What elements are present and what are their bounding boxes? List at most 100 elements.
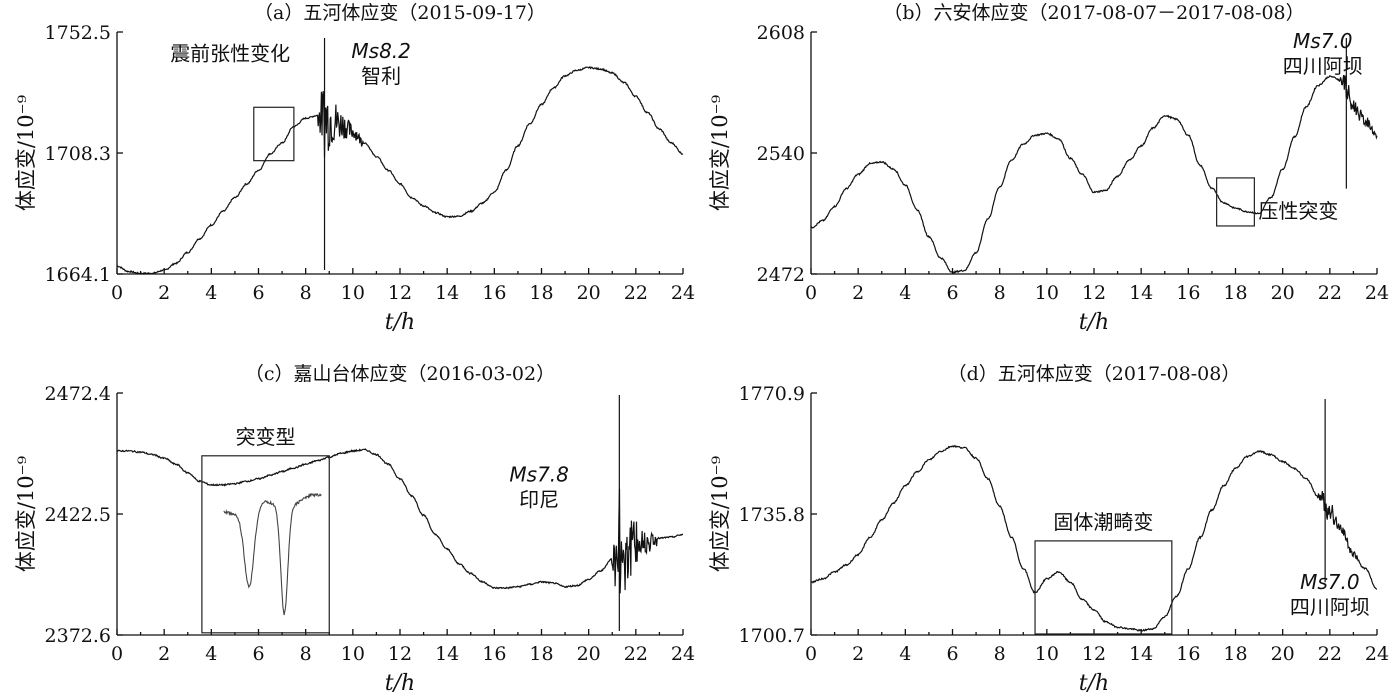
x-axis-label: t/h: [385, 310, 415, 335]
y-tick-label: 1700.7: [739, 625, 805, 647]
x-tick-label: 24: [671, 643, 695, 665]
x-axis-label: t/h: [385, 671, 415, 696]
series-line-d: [810, 444, 1378, 632]
x-tick-label: 2: [852, 282, 864, 304]
x-tick-label: 14: [435, 643, 459, 665]
y-tick-label: 2608: [757, 22, 805, 44]
x-tick-label: 0: [111, 643, 123, 665]
x-tick-label: 14: [1129, 643, 1153, 665]
x-tick-label: 10: [341, 282, 365, 304]
x-tick-label: 0: [805, 643, 817, 665]
chart-title: （c）嘉山台体应变（2016-03-02）: [245, 363, 555, 385]
chart-panel-d: （d）五河体应变（2017-08-08）0 2 4 6 8 10 12 14 16 18 20 22 2…: [708, 363, 1389, 696]
x-tick-label: 6: [252, 282, 264, 304]
y-tick-label: 1735.8: [739, 504, 805, 526]
anomaly-box: [201, 455, 330, 634]
earthquake-magnitude: Ms7.0: [1300, 570, 1359, 594]
x-tick-label: 10: [1035, 282, 1059, 304]
x-tick-label: 4: [899, 282, 911, 304]
x-tick-label: 12: [1082, 643, 1106, 665]
x-tick-label: 12: [388, 643, 412, 665]
earthquake-label: Ms7.8印尼: [509, 462, 568, 511]
x-tick-label: 14: [435, 282, 459, 304]
earthquake-magnitude: Ms8.2: [351, 39, 410, 63]
chart-panel-c: （c）嘉山台体应变（2016-03-02）0 2 4 6 8 10 12 14 16 18 20 22…: [14, 363, 695, 696]
x-tick-label: 20: [1271, 643, 1295, 665]
y-tick-label: 2422.5: [45, 504, 111, 526]
x-tick-label: 4: [899, 643, 911, 665]
x-tick-label: 16: [1176, 282, 1200, 304]
y-tick-label: 1664.1: [45, 264, 111, 286]
x-tick-label: 6: [252, 643, 264, 665]
y-axis-label: 体应变/10⁻⁹: [708, 456, 732, 572]
x-tick-label: 4: [205, 643, 217, 665]
x-axis-label: t/h: [1079, 310, 1109, 335]
x-tick-label: 2: [158, 643, 170, 665]
series-line-b: [810, 74, 1378, 274]
x-tick-label: 0: [805, 282, 817, 304]
x-tick-label: 24: [1365, 282, 1389, 304]
x-tick-label: 8: [300, 643, 312, 665]
x-tick-label: 2: [158, 282, 170, 304]
anomaly-label: 震前张性变化: [170, 42, 290, 66]
x-tick-label: 22: [624, 643, 648, 665]
x-tick-label: 12: [388, 282, 412, 304]
x-tick-label: 22: [1318, 643, 1342, 665]
anomaly-box: [1034, 540, 1173, 635]
x-tick-label: 18: [529, 282, 553, 304]
x-tick-label: 2: [852, 643, 864, 665]
chart-panel-b: （b）六安体应变（2017-08-07－2017-08-08）0 2 4 6 8 10 12…: [708, 2, 1389, 335]
anomaly-label: 突变型: [236, 425, 296, 449]
chart-title: （a）五河体应变（2015-09-17）: [254, 2, 546, 24]
y-axis-label: 体应变/10⁻⁹: [14, 95, 38, 211]
y-tick-label: 2472: [757, 264, 805, 286]
x-tick-label: 18: [529, 643, 553, 665]
anomaly-box: [253, 106, 295, 162]
x-tick-label: 8: [994, 643, 1006, 665]
x-tick-label: 18: [1223, 643, 1247, 665]
y-tick-label: 2472.4: [45, 383, 111, 405]
y-axis-label: 体应变/10⁻⁹: [14, 456, 38, 572]
chart-title: （b）六安体应变（2017-08-07－2017-08-08）: [883, 2, 1304, 24]
x-tick-label: 22: [624, 282, 648, 304]
x-tick-label: 0: [111, 282, 123, 304]
chart-panel-a: （a）五河体应变（2015-09-17）0 2 4 6 8 10 12 14 16 18 20 22 2…: [14, 2, 695, 335]
y-tick-label: 1770.9: [739, 383, 805, 405]
x-tick-label: 22: [1318, 282, 1342, 304]
y-tick-label: 1708.3: [45, 143, 111, 165]
anomaly-label: 固体潮畸变: [1053, 510, 1153, 534]
x-tick-label: 20: [1271, 282, 1295, 304]
earthquake-location: 智利: [361, 64, 401, 88]
y-axis-label: 体应变/10⁻⁹: [708, 95, 732, 211]
earthquake-label: Ms8.2智利: [351, 39, 410, 88]
x-tick-label: 20: [577, 282, 601, 304]
anomaly-box: [1216, 177, 1255, 227]
x-tick-label: 24: [671, 282, 695, 304]
series-line-c: [116, 448, 683, 594]
series-line-a: [116, 65, 684, 275]
x-tick-label: 6: [946, 643, 958, 665]
x-tick-label: 16: [1176, 643, 1200, 665]
x-tick-label: 8: [994, 282, 1006, 304]
earthquake-magnitude: Ms7.0: [1293, 29, 1352, 53]
chart-title: （d）五河体应变（2017-08-08）: [948, 363, 1241, 385]
x-tick-label: 14: [1129, 282, 1153, 304]
x-tick-label: 18: [1223, 282, 1247, 304]
anomaly-label: 压性突变: [1258, 199, 1338, 223]
x-tick-label: 20: [577, 643, 601, 665]
earthquake-location: 四川阿坝: [1283, 54, 1363, 78]
x-tick-label: 12: [1082, 282, 1106, 304]
earthquake-location: 印尼: [519, 487, 559, 511]
x-tick-label: 8: [300, 282, 312, 304]
x-tick-label: 16: [482, 282, 506, 304]
y-tick-label: 2540: [757, 143, 805, 165]
x-tick-label: 6: [946, 282, 958, 304]
inset-zoom-line: [223, 492, 322, 616]
x-tick-label: 16: [482, 643, 506, 665]
x-tick-label: 24: [1365, 643, 1389, 665]
earthquake-location: 四川阿坝: [1290, 595, 1370, 619]
x-axis-label: t/h: [1079, 671, 1109, 696]
